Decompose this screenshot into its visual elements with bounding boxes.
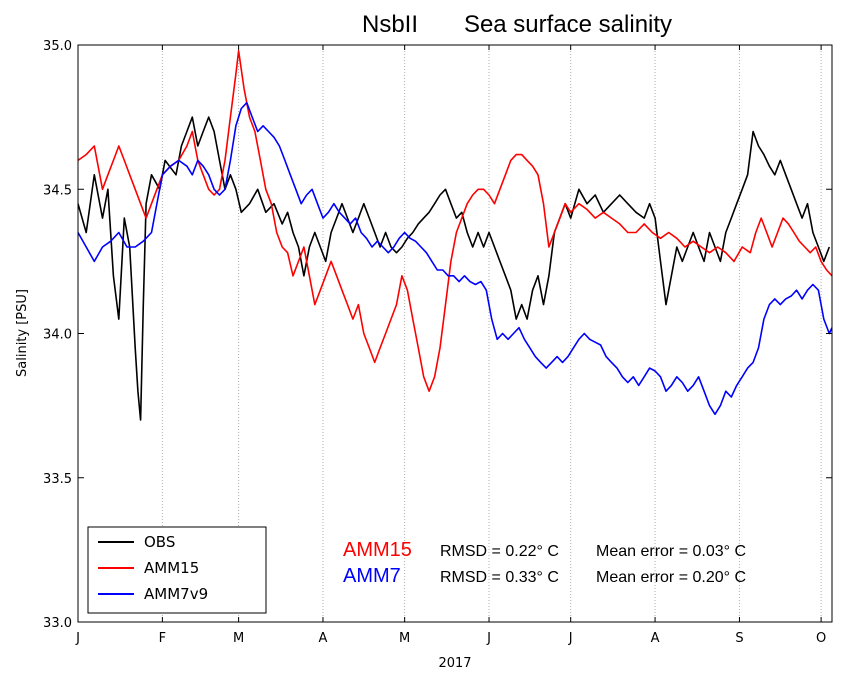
series-line-amm7v9 bbox=[78, 101, 832, 416]
series-line-amm15 bbox=[78, 50, 832, 392]
y-tick-label: 35.0 bbox=[43, 39, 72, 54]
x-tick-label: J bbox=[486, 631, 491, 646]
stat-mean-error: Mean error = 0.20° C bbox=[596, 569, 746, 586]
y-tick-label: 34.0 bbox=[43, 328, 72, 343]
x-tick-label: M bbox=[399, 631, 410, 646]
x-tick-label: J bbox=[568, 631, 573, 646]
stat-model-label: AMM7 bbox=[343, 565, 401, 587]
x-tick-label: S bbox=[735, 631, 743, 646]
y-tick-label: 34.5 bbox=[43, 183, 72, 198]
x-axis-label: 2017 bbox=[438, 656, 471, 671]
x-tick-label: A bbox=[651, 631, 660, 646]
x-tick-label: M bbox=[233, 631, 244, 646]
x-tick-label: A bbox=[319, 631, 328, 646]
legend-label: AMM15 bbox=[144, 559, 199, 577]
y-tick-label: 33.5 bbox=[43, 472, 72, 487]
chart-title-site: NsbII bbox=[362, 11, 418, 38]
stat-mean-error: Mean error = 0.03° C bbox=[596, 543, 746, 560]
chart-title-variable: Sea surface salinity bbox=[464, 11, 672, 38]
vertical-grid bbox=[161, 45, 822, 622]
x-tick-label: F bbox=[159, 631, 166, 646]
series-line-obs bbox=[78, 116, 831, 421]
x-tick-label: J bbox=[75, 631, 80, 646]
stats-annotations: AMM15 RMSD = 0.22° C Mean error = 0.03° C A… bbox=[343, 539, 746, 587]
y-axis-label: Salinity [PSU] bbox=[15, 289, 30, 377]
x-tick-label: O bbox=[816, 631, 826, 646]
series-layer bbox=[78, 50, 832, 421]
legend: OBS AMM15 AMM7v9 bbox=[87, 526, 267, 614]
stat-rmsd: RMSD = 0.33° C bbox=[440, 569, 559, 586]
y-tick-label: 33.0 bbox=[43, 616, 72, 631]
y-axis: 33.0 33.5 34.0 34.5 35.0 bbox=[43, 39, 832, 631]
legend-label: OBS bbox=[144, 533, 175, 551]
stat-model-label: AMM15 bbox=[343, 539, 412, 561]
legend-label: AMM7v9 bbox=[144, 585, 208, 603]
stat-rmsd: RMSD = 0.22° C bbox=[440, 543, 559, 560]
